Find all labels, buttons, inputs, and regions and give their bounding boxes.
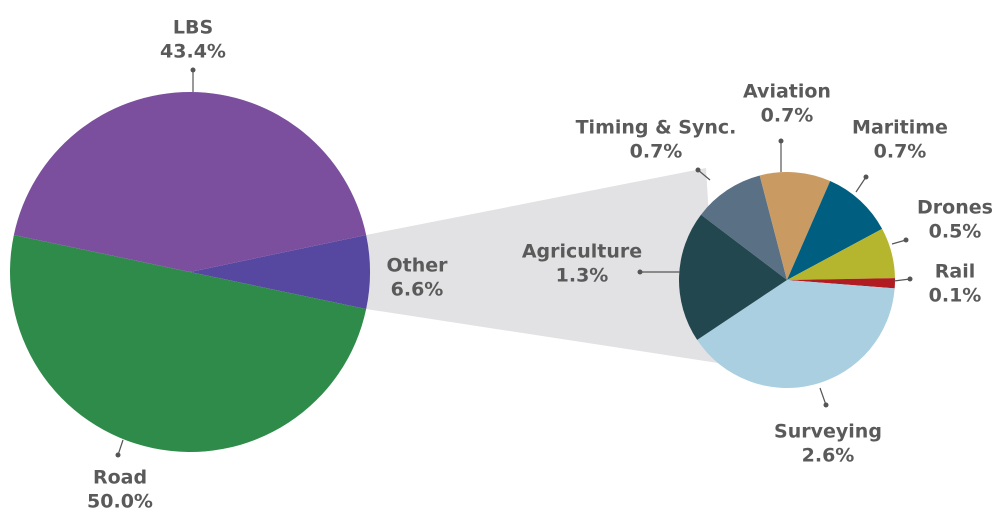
leader-dot [907,276,913,282]
slice-label: Road [93,467,147,489]
leader-line [117,439,124,456]
pie-slice [759,172,831,280]
slice-label: Agriculture [522,241,642,263]
slice-value: 0.5% [929,221,982,243]
slice-label: Timing & Sync. [576,117,737,139]
pie-slice [190,234,370,310]
slice-value: 43.4% [160,41,226,63]
leader-line [697,169,711,181]
pie-slice [697,280,895,389]
pie-slice [787,181,883,280]
slice-value: 2.6% [802,445,855,467]
leader-line [819,387,827,406]
pie-slice [787,228,895,280]
leader-dot [115,452,121,458]
slice-value: 0.7% [630,141,683,163]
slice-label: LBS [173,17,213,39]
leader-dot [778,138,784,144]
leader-dot [863,174,869,180]
pie-slice [787,278,895,289]
connector [366,168,718,363]
leader-line [893,278,911,282]
slice-value: 6.6% [391,279,444,301]
slice-label: Drones [917,197,993,219]
leader-dot [823,402,829,408]
pie-slice [679,214,787,340]
leader-dot [190,67,196,73]
slice-value: 1.3% [556,265,609,287]
leader-line [855,176,867,193]
leader-dot [695,167,701,173]
slice-value: 0.7% [761,105,814,127]
slice-value: 0.7% [874,141,927,163]
slice-label: Rail [935,261,975,283]
pie-slice [700,175,787,280]
slice-label: Maritime [852,117,948,139]
leader-dot [637,269,643,275]
pie-slice [10,234,367,453]
slice-value: 50.0% [87,491,153,512]
pie-slice [13,91,367,272]
slice-label: Other [386,255,448,277]
slice-label: Aviation [743,81,831,103]
slice-value: 0.1% [929,285,982,307]
leader-dot [903,237,909,243]
slice-label: Surveying [774,421,882,443]
